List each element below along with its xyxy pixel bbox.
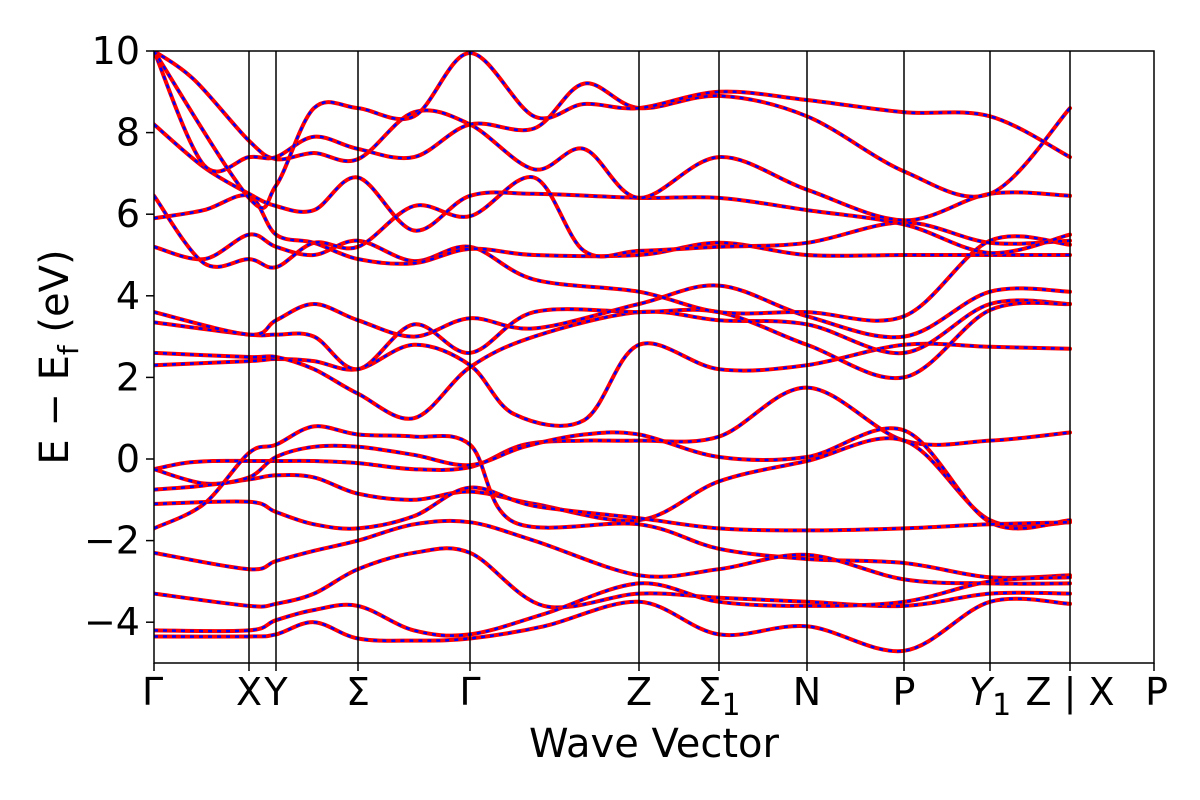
plot-frame: [153, 50, 1155, 664]
x-tick-label-text: Y: [969, 670, 995, 714]
x-tick-label: Y1: [969, 670, 1011, 723]
x-tick-label-text: Γ: [459, 670, 480, 714]
y-axis-label-subscript: f: [52, 344, 85, 355]
band-line-dashed: [154, 486, 1071, 532]
band-line-dashed: [154, 123, 1071, 255]
x-axis-label: Wave Vector: [529, 721, 780, 767]
y-tick-label: 0: [116, 437, 140, 481]
high-symmetry-lines: [248, 51, 1071, 663]
x-tick-label: Z | X: [1025, 670, 1114, 715]
bands-layer: [154, 51, 1072, 654]
band-line-dashed: [154, 519, 1071, 585]
y-tick-label: 4: [116, 274, 140, 318]
x-tick-label: Y: [263, 670, 288, 714]
band-line-dashed: [154, 51, 1071, 222]
x-tick-label-text: Z: [626, 670, 652, 714]
band-line-dashed: [154, 386, 1071, 472]
band-line-solid: [154, 193, 1072, 266]
x-tick-label-subscript: 1: [992, 688, 1011, 723]
band-line-dashed: [154, 233, 1071, 322]
band-line-solid: [154, 232, 1072, 323]
x-tick-label: Γ: [142, 670, 163, 714]
band-line-dashed: [154, 597, 1071, 653]
x-tick-label: Σ1: [697, 670, 740, 723]
x-tick-label-text: P: [893, 670, 916, 714]
band-line-dashed: [154, 576, 1071, 637]
x-tick-label-text: Γ: [142, 670, 163, 714]
x-tick-label: Γ: [459, 670, 480, 714]
x-tick-label-text: Σ: [697, 670, 721, 714]
band-line-solid: [154, 175, 1072, 270]
x-tick-label: X: [236, 670, 262, 714]
x-tick-label: Σ: [346, 670, 370, 714]
x-tick-label-text: P: [1145, 670, 1168, 714]
x-tick-label: Z: [626, 670, 652, 714]
x-tick-label-text: X: [236, 670, 262, 714]
band-line-dashed: [154, 342, 1071, 428]
y-tick-label: 6: [116, 192, 140, 236]
band-line-dashed: [154, 427, 1071, 530]
band-line-dashed: [154, 51, 1071, 198]
x-tick-label-subscript: 1: [721, 688, 740, 723]
y-tick-label: 8: [116, 111, 140, 155]
y-axis-ticks: −4 −2 0 2 4 6 8 10: [84, 29, 154, 644]
band-line-solid: [154, 596, 1072, 654]
y-axis-label: E − Ef (eV): [32, 249, 85, 464]
x-tick-label: P: [1145, 670, 1168, 714]
band-line-dashed: [154, 546, 1071, 609]
x-tick-label-text: Z | X: [1025, 670, 1114, 715]
band-line-dashed: [154, 424, 1071, 580]
y-tick-label: 10: [92, 29, 140, 73]
band-line-solid: [154, 51, 1072, 223]
x-tick-label-text: Σ: [346, 670, 370, 714]
y-tick-label: 2: [116, 355, 140, 399]
x-tick-label-text: Y: [263, 670, 288, 714]
x-tick-label: N: [793, 670, 821, 714]
y-tick-label: −4: [84, 600, 140, 644]
band-line-solid: [154, 341, 1072, 428]
x-tick-label-text: N: [793, 670, 821, 714]
x-tick-label: P: [893, 670, 916, 714]
y-tick-label: −2: [84, 519, 140, 563]
band-line-solid: [154, 518, 1072, 586]
